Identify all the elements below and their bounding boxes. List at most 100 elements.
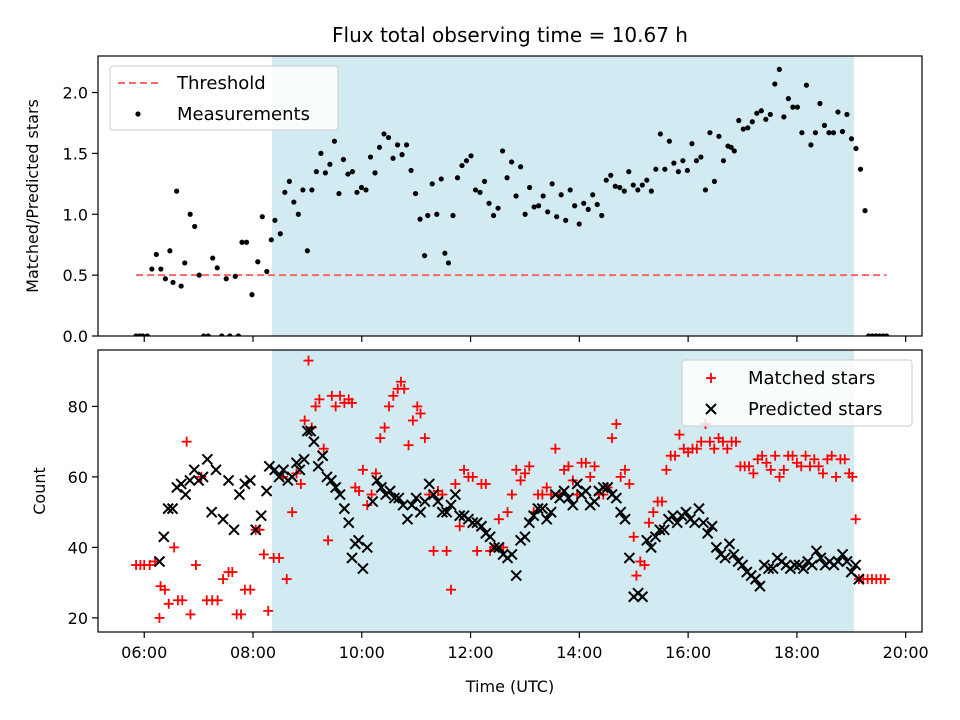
- predicted-star-marker-b: [762, 562, 775, 575]
- predicted-star-marker-b: [849, 559, 862, 571]
- predicted-star-point: [728, 548, 740, 561]
- predicted-star-point: [815, 552, 827, 564]
- measurement-point: [486, 200, 492, 206]
- x-tick-label: 20:00: [883, 643, 929, 662]
- count-panel: 20 40 60 80 06:00 08:00 10:00 12:00 14:00 16:00 18…: [30, 349, 929, 696]
- predicted-star-marker-b: [166, 502, 179, 515]
- matched-star-point: [696, 436, 707, 447]
- measurement-point: [581, 200, 587, 206]
- matched-star-point: [839, 454, 850, 465]
- predicted-star-point: [153, 555, 166, 568]
- predicted-star-point: [527, 509, 540, 522]
- matched-star-point: [624, 478, 635, 489]
- measurement-point: [499, 148, 506, 154]
- measurement-point: [731, 148, 737, 154]
- predicted-star-point: [298, 453, 310, 465]
- predicted-star-marker-b: [269, 464, 281, 476]
- legend-threshold-label: Threshold: [176, 73, 266, 94]
- measurement-point: [232, 273, 238, 279]
- measurement-point: [545, 209, 551, 215]
- matched-star-point: [415, 408, 426, 419]
- matched-star-point: [493, 514, 504, 525]
- x-tick-label: 12:00: [448, 643, 494, 662]
- predicted-star-marker-b: [558, 485, 570, 497]
- measurement-point: [153, 251, 159, 258]
- predicted-star-point: [222, 474, 235, 487]
- predicted-star-marker-b: [623, 552, 636, 564]
- y-tick-label: 40: [68, 538, 88, 557]
- measurement-point: [268, 237, 274, 243]
- matched-star-point: [370, 468, 381, 479]
- matched-star-point: [323, 535, 334, 546]
- measurement-point: [707, 130, 713, 136]
- predicted-star-point: [762, 562, 775, 575]
- measurement-point: [463, 158, 470, 164]
- measurement-point: [728, 144, 734, 150]
- predicted-star-point: [484, 531, 496, 543]
- legend-predicted-marker-b: [705, 403, 717, 415]
- predicted-star-point: [346, 552, 358, 564]
- predicted-star-marker-b: [853, 573, 865, 585]
- predicted-star-point: [688, 517, 701, 529]
- measurement-point: [140, 333, 146, 336]
- predicted-star-point: [304, 425, 317, 437]
- predicted-star-point: [158, 531, 170, 543]
- matched-star-point: [850, 514, 861, 525]
- matched-star-point: [274, 552, 285, 563]
- measurement-point: [340, 156, 347, 163]
- predicted-star-point: [645, 541, 657, 554]
- measurement-point: [162, 276, 168, 282]
- matched-star-point: [480, 478, 491, 489]
- predicted-star-marker-b: [493, 541, 505, 554]
- predicted-star-marker-b: [614, 506, 627, 518]
- predicted-star-point: [228, 524, 240, 536]
- matched-star-point: [314, 394, 325, 405]
- predicted-star-point: [357, 562, 369, 575]
- y-tick-label: 0.0: [63, 327, 88, 346]
- predicted-star-marker-b: [671, 517, 683, 529]
- measurement-point: [585, 206, 591, 212]
- measurement-point: [835, 109, 841, 115]
- matched-star-point: [541, 482, 552, 493]
- predicted-star-point: [853, 573, 865, 585]
- matched-star-point: [295, 478, 306, 489]
- measurement-point: [243, 239, 250, 245]
- predicted-star-marker-b: [506, 548, 518, 561]
- measurement-point: [522, 211, 528, 217]
- measurement-point: [336, 190, 342, 197]
- matched-star-point: [515, 475, 526, 486]
- predicted-star-point: [806, 559, 818, 571]
- matched-star-point: [615, 471, 626, 482]
- matched-star-point: [472, 545, 483, 556]
- predicted-star-point: [277, 464, 290, 476]
- matched-star-point: [412, 401, 423, 412]
- predicted-star-marker-b: [845, 566, 858, 578]
- measurement-point: [376, 144, 383, 150]
- measurement-point: [170, 279, 176, 286]
- predicted-star-marker-b: [658, 524, 670, 536]
- predicted-star-marker-b: [179, 488, 192, 501]
- measurement-point: [178, 283, 184, 289]
- matched-star-point: [511, 464, 522, 475]
- predicted-star-marker-b: [523, 517, 536, 529]
- predicted-star-marker-b: [290, 457, 303, 469]
- matched-star-point: [212, 595, 223, 606]
- predicted-star-point: [445, 499, 457, 511]
- matched-star-point: [778, 464, 789, 475]
- predicted-star-marker-b: [571, 478, 583, 490]
- measurement-point: [354, 189, 360, 195]
- matched-star-point: [346, 397, 357, 408]
- predicted-star-marker-b: [449, 488, 462, 501]
- measurement-point: [313, 169, 319, 175]
- predicted-star-marker-b: [263, 460, 276, 473]
- predicted-star-marker-b: [841, 555, 853, 568]
- measurement-point: [300, 187, 306, 193]
- measurement-point: [785, 96, 791, 102]
- y-tick-label: 0.5: [63, 266, 88, 285]
- matched-star-point: [403, 440, 414, 451]
- predicted-star-point: [255, 509, 267, 522]
- matched-star-point: [761, 457, 772, 468]
- measurement-point: [255, 259, 261, 265]
- measurement-point: [799, 130, 805, 136]
